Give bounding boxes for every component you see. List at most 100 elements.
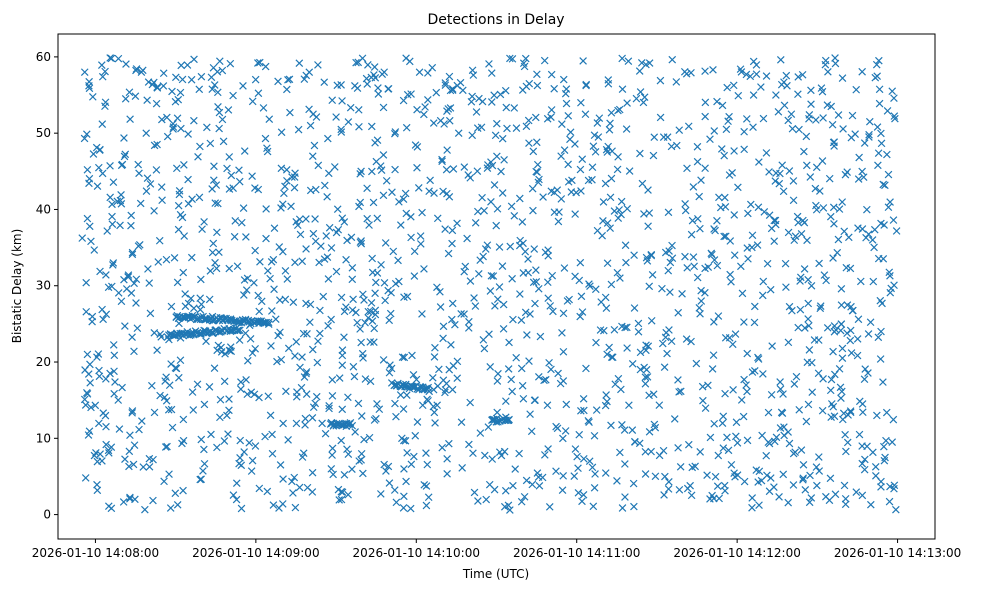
y-tick-label: 20 — [36, 355, 51, 369]
data-point-marker — [655, 401, 664, 409]
data-point-marker — [105, 449, 113, 457]
data-point-marker — [639, 98, 648, 107]
data-point-marker — [801, 324, 809, 332]
data-point-marker — [399, 405, 408, 413]
data-point-marker — [441, 79, 450, 87]
data-point-marker — [121, 455, 129, 464]
data-point-marker — [803, 358, 812, 367]
data-point-marker — [221, 350, 229, 358]
data-point-marker — [456, 78, 465, 87]
y-tick-label: 10 — [36, 431, 51, 445]
data-point-marker — [302, 390, 311, 398]
data-point-marker — [804, 400, 813, 409]
data-point-marker — [418, 208, 426, 217]
data-point-marker — [102, 310, 111, 319]
data-point-marker — [675, 126, 684, 134]
data-point-marker — [614, 214, 623, 222]
data-point-marker — [559, 377, 568, 385]
data-point-marker — [329, 470, 337, 479]
data-point-marker — [517, 364, 526, 373]
data-point-marker — [846, 326, 855, 335]
data-point-marker — [357, 237, 365, 245]
data-point-marker — [199, 467, 207, 475]
data-point-marker — [259, 104, 268, 112]
data-point-marker — [103, 227, 112, 235]
data-point-marker — [487, 69, 496, 77]
data-point-marker — [564, 111, 573, 120]
data-point-marker — [532, 278, 541, 286]
data-point-marker — [643, 373, 652, 381]
data-point-marker — [270, 285, 278, 294]
data-point-marker — [636, 88, 645, 96]
data-point-marker — [476, 256, 485, 264]
data-point-marker — [683, 164, 691, 173]
data-point-marker — [771, 177, 780, 185]
data-point-marker — [642, 365, 651, 374]
data-point-marker — [200, 445, 208, 454]
data-point-marker — [796, 273, 805, 282]
x-axis: 2026-01-10 14:08:00 2026-01-10 14:09:00 20… — [32, 539, 961, 560]
data-point-marker — [364, 61, 372, 69]
data-point-marker — [499, 325, 508, 333]
data-point-marker — [179, 268, 188, 277]
data-point-marker — [875, 85, 884, 94]
data-point-marker — [539, 193, 547, 201]
data-point-marker — [701, 112, 709, 121]
data-point-marker — [622, 258, 630, 267]
data-point-marker — [867, 500, 875, 509]
data-point-marker — [173, 114, 182, 123]
x-tick-label: 2026-01-10 14:09:00 — [192, 546, 319, 560]
data-point-marker — [815, 259, 823, 268]
data-point-marker — [794, 90, 802, 99]
data-point-marker — [328, 451, 336, 459]
data-point-marker — [275, 243, 284, 251]
data-point-marker — [425, 187, 433, 196]
data-point-marker — [759, 277, 768, 286]
data-point-marker — [388, 188, 396, 197]
data-point-marker — [275, 296, 284, 304]
data-point-marker — [177, 61, 186, 70]
data-point-marker — [146, 309, 155, 318]
data-point-marker — [484, 161, 492, 169]
data-point-marker — [593, 119, 602, 127]
data-point-marker — [381, 239, 390, 247]
data-point-marker — [338, 488, 347, 497]
data-point-marker — [353, 84, 362, 93]
data-point-marker — [844, 233, 853, 242]
data-point-marker — [385, 316, 394, 325]
data-point-marker — [106, 369, 114, 378]
x-tick-label: 2026-01-10 14:08:00 — [32, 546, 159, 560]
data-point-marker — [696, 309, 704, 318]
data-point-marker — [171, 364, 180, 372]
data-point-marker — [749, 57, 758, 66]
data-point-marker — [107, 54, 116, 63]
data-point-marker — [84, 431, 93, 439]
data-point-marker — [597, 298, 605, 306]
data-point-marker — [282, 387, 290, 396]
data-point-marker — [322, 232, 331, 240]
data-point-marker — [267, 342, 275, 350]
data-point-marker — [785, 167, 794, 175]
data-point-marker — [403, 292, 412, 301]
plot-frame — [57, 33, 936, 540]
data-point-marker — [862, 233, 870, 242]
data-point-marker — [333, 81, 342, 90]
data-point-marker — [124, 273, 133, 281]
data-point-marker — [682, 335, 691, 343]
data-point-marker — [718, 101, 727, 110]
data-point-marker — [328, 375, 337, 384]
data-point-marker — [102, 422, 110, 431]
data-point-marker — [559, 309, 568, 318]
data-point-marker — [133, 324, 142, 333]
data-point-marker — [364, 307, 373, 316]
data-point-marker — [431, 343, 439, 352]
data-point-marker — [98, 169, 107, 178]
data-point-marker — [835, 205, 844, 213]
data-point-marker — [255, 317, 263, 326]
data-point-marker — [805, 346, 814, 354]
data-point-marker — [883, 107, 892, 115]
data-point-marker — [114, 396, 123, 404]
data-point-marker — [517, 316, 526, 325]
data-point-marker — [114, 54, 123, 63]
data-point-marker — [762, 149, 771, 157]
